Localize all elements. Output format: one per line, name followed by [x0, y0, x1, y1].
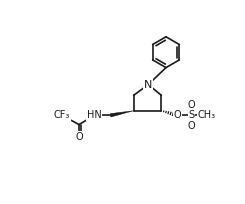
Text: HN: HN — [87, 110, 102, 120]
Text: CF₃: CF₃ — [54, 110, 70, 120]
Polygon shape — [110, 111, 134, 117]
Text: O: O — [188, 100, 195, 110]
Text: S: S — [188, 110, 195, 120]
Text: O: O — [188, 121, 195, 131]
Text: N: N — [144, 80, 152, 90]
Text: O: O — [174, 110, 181, 120]
Text: O: O — [75, 132, 83, 142]
Text: CH₃: CH₃ — [198, 110, 216, 120]
